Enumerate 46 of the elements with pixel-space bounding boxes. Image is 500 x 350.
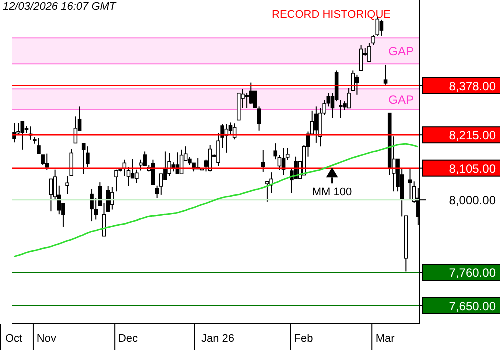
- candlestick: [384, 64, 388, 86]
- candlestick: [45, 153, 50, 171]
- candlestick: [266, 181, 270, 202]
- candlestick: [380, 19, 384, 36]
- candlestick: [408, 168, 412, 201]
- x-tick-label: Nov: [36, 333, 57, 345]
- series-label: MM 100: [312, 186, 352, 199]
- candlestick: [114, 169, 118, 192]
- candlestick: [66, 176, 70, 195]
- y-tick-label: 7,650.00: [449, 299, 496, 314]
- x-tick-label: Oct: [5, 333, 23, 345]
- candlestick: [168, 152, 172, 178]
- candlestick: [228, 122, 233, 135]
- candlestick: [110, 186, 114, 210]
- candlestick: [355, 74, 360, 96]
- line-series: [13, 143, 419, 258]
- x-tick-label: Dec: [118, 333, 139, 345]
- candlestick: [339, 100, 343, 119]
- y-tick-label: 8,378.00: [449, 79, 496, 94]
- candlestick: [249, 82, 254, 105]
- candlestick: [314, 106, 318, 144]
- y-tick-label: 8,215.00: [449, 128, 496, 143]
- band-label: GAP: [388, 92, 414, 107]
- candlestick: [253, 90, 258, 108]
- candlestick: [70, 148, 74, 176]
- candlestick: [245, 92, 249, 110]
- candlestick: [257, 106, 262, 132]
- annotation: RECORD HISTORIQUE: [272, 9, 391, 21]
- y-tick-label: 7,760.00: [449, 266, 496, 280]
- x-tick-label: Jan 26: [202, 333, 235, 345]
- candlestick: [351, 70, 356, 92]
- annotation: 12/03/2026 16:07 GMT: [3, 1, 116, 13]
- x-tick-label: Feb: [294, 333, 314, 345]
- band-label: GAP: [388, 44, 414, 58]
- candlestick: [261, 150, 266, 172]
- candlestick: [359, 44, 364, 72]
- candlestick: [278, 154, 282, 171]
- candlestick: [20, 121, 25, 150]
- candlestick: [49, 178, 54, 212]
- y-tick-label: 8,105.00: [449, 162, 496, 176]
- x-tick-label: Mar: [376, 333, 396, 345]
- candlestick: [90, 188, 94, 222]
- candlestick: [37, 138, 41, 154]
- candlestick: [82, 143, 86, 175]
- candlestick: [126, 166, 131, 187]
- y-tick-label: 8,000.00: [449, 194, 496, 208]
